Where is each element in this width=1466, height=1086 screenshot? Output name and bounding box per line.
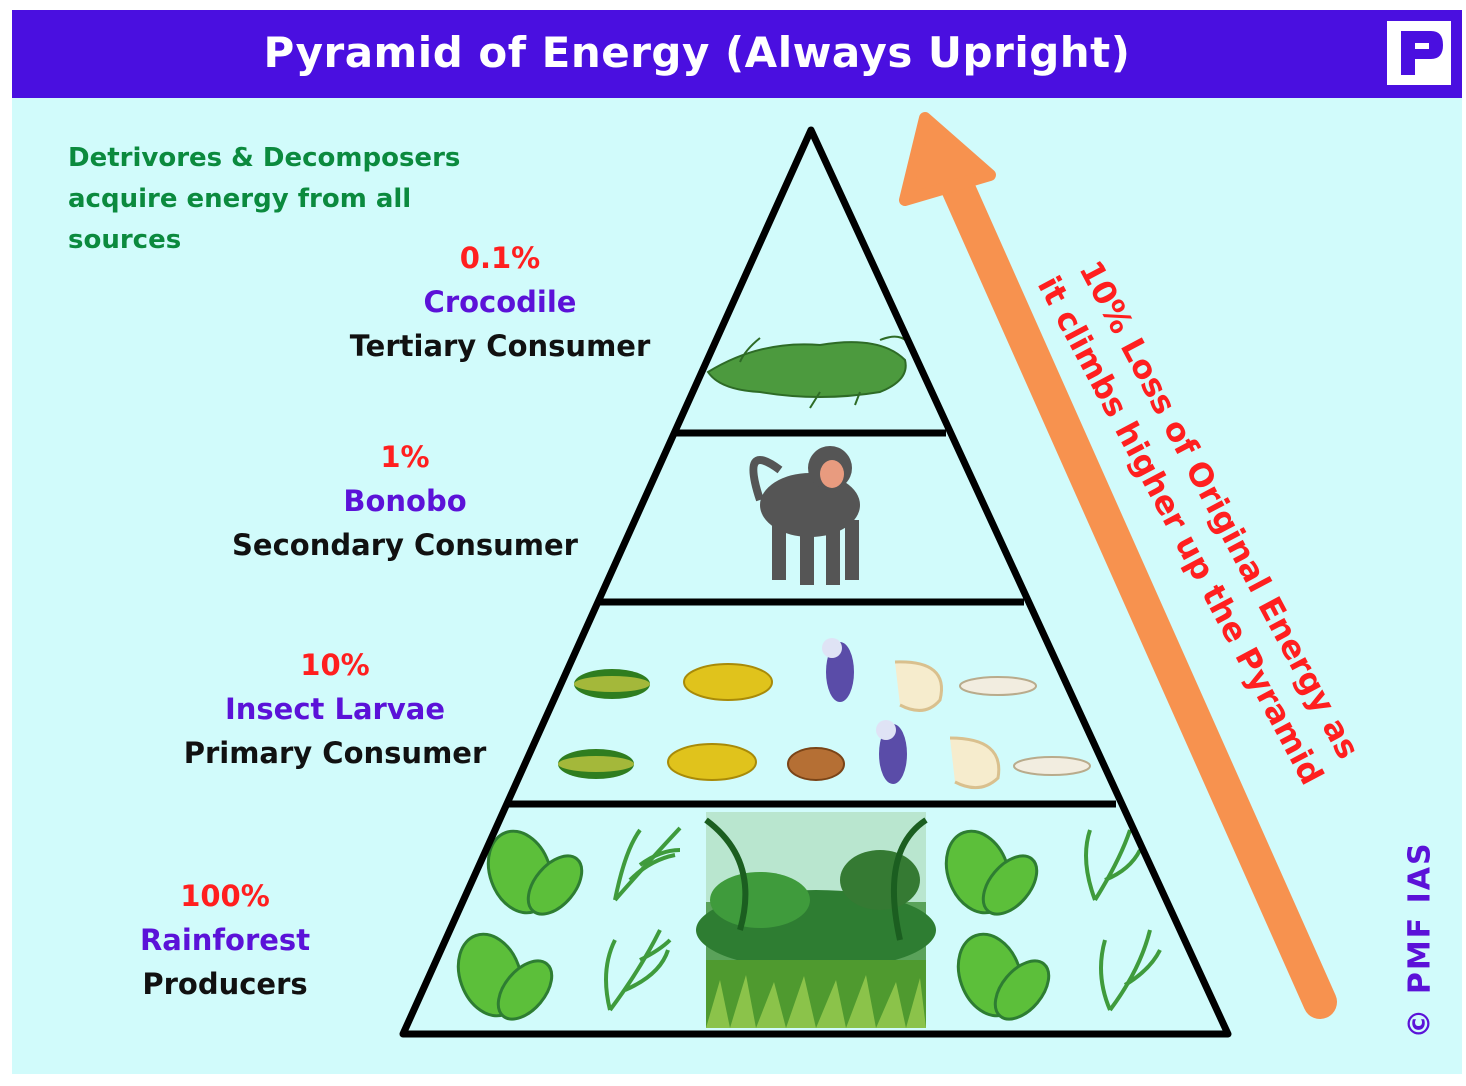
note-line: acquire energy from all [68,184,412,214]
pyramid-outline [399,126,1232,1038]
page-title: Pyramid of Energy (Always Upright) [263,28,1131,77]
insect-larvae-icon [558,638,1091,790]
level-tertiary-label: 0.1% Crocodile Tertiary Consumer [300,236,700,368]
note-line: Detrivores & Decomposers [68,143,461,173]
trophic-role: Tertiary Consumer [349,329,651,363]
crocodile-icon [706,335,913,409]
organism-name: Rainforest [139,923,311,957]
organism-name: Bonobo [343,484,467,518]
palm-frond-icon [604,826,1162,1012]
detritivore-note: Detrivores & Decomposers acquire energy … [68,138,468,261]
copyright-text: © PMF IAS [1402,841,1438,1039]
energy-percent: 0.1% [459,241,541,275]
trophic-role: Primary Consumer [183,736,487,770]
energy-percent: 1% [380,440,430,474]
rainforest-icon [696,812,936,1028]
leaf-icon [456,829,1051,1021]
header-bar: Pyramid of Energy (Always Upright) [12,10,1462,98]
bonobo-icon [749,446,860,585]
trophic-role: Producers [142,967,308,1001]
energy-percent: 10% [300,648,370,682]
organism-name: Insect Larvae [224,692,445,726]
energy-loss-arrow-icon [899,112,1337,1019]
note-line: sources [68,225,182,255]
organism-name: Crocodile [423,285,577,319]
level-producers-label: 100% Rainforest Producers [70,874,380,1006]
trophic-role: Secondary Consumer [232,528,578,562]
level-primary-label: 10% Insect Larvae Primary Consumer [135,643,535,775]
pmf-p-logo-icon [1384,18,1454,88]
energy-percent: 100% [180,879,270,913]
level-secondary-label: 1% Bonobo Secondary Consumer [205,435,605,567]
